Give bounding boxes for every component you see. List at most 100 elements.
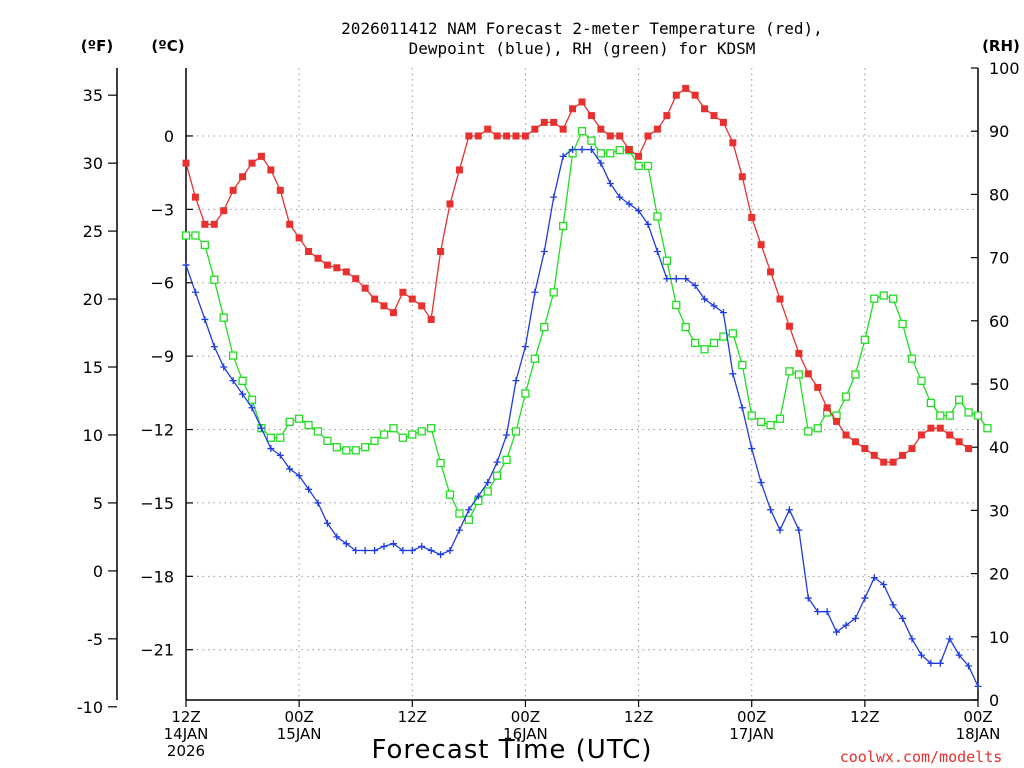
temperature-point xyxy=(210,220,218,228)
x-tick-label: 00Z xyxy=(737,708,766,726)
dewpoint-point xyxy=(267,445,275,453)
temperature-point xyxy=(380,302,388,310)
dewpoint-point xyxy=(323,519,331,527)
rh-point xyxy=(200,240,210,250)
dewpoint-point xyxy=(418,542,426,550)
dewpoint-point xyxy=(446,546,454,554)
dewpoint-point xyxy=(333,533,341,541)
rh-point xyxy=(728,329,738,338)
x-tick-label: 15JAN xyxy=(277,725,322,743)
dewpoint-point xyxy=(380,542,388,550)
rh-point xyxy=(455,509,464,518)
fahrenheit-tick-label: -5 xyxy=(87,630,103,649)
rh-point xyxy=(587,136,596,145)
rh-point xyxy=(785,367,794,376)
chart-title-line1: 2026011412 NAM Forecast 2-meter Temperat… xyxy=(341,19,823,38)
dewpoint-point xyxy=(220,363,228,371)
series-dewpoint xyxy=(182,146,982,690)
dewpoint-point xyxy=(795,526,803,534)
dewpoint-point xyxy=(314,499,322,507)
temperature-point xyxy=(653,125,661,133)
temperature-point xyxy=(616,132,624,140)
dewpoint-point xyxy=(663,275,671,283)
dewpoint-point xyxy=(974,682,982,690)
temperature-point xyxy=(267,166,275,174)
celsius-tick-label: −21 xyxy=(140,641,174,660)
rh-point xyxy=(285,417,294,427)
dewpoint-point xyxy=(635,207,643,215)
dewpoint-point xyxy=(691,281,699,289)
dewpoint-point xyxy=(625,200,633,208)
temperature-point xyxy=(663,112,671,120)
dewpoint-point xyxy=(371,546,379,554)
rh-point xyxy=(898,319,907,329)
dewpoint-point xyxy=(936,659,944,667)
temperature-point xyxy=(540,118,548,126)
dewpoint-point xyxy=(955,651,963,659)
dewpoint-point xyxy=(729,370,737,378)
dewpoint-point xyxy=(748,445,756,453)
rh-point xyxy=(747,411,756,420)
fahrenheit-tick-label: 10 xyxy=(83,426,103,445)
rh-point xyxy=(606,149,615,158)
x-tick-label: 12Z xyxy=(850,708,879,726)
celsius-tick-label: −18 xyxy=(140,567,174,586)
rh-point xyxy=(464,515,474,525)
dewpoint-point xyxy=(352,546,360,554)
temperature-point xyxy=(861,445,869,453)
rh-point xyxy=(398,433,408,442)
temperature-point xyxy=(851,438,859,446)
temperature-point xyxy=(371,295,379,303)
dewpoint-point xyxy=(474,492,482,500)
temperature-point xyxy=(804,370,812,378)
temperature-point xyxy=(276,186,284,194)
temperature-point xyxy=(767,268,775,276)
rh-point xyxy=(511,427,521,436)
x-tick-label: 00Z xyxy=(963,708,992,726)
rh-point xyxy=(860,335,870,344)
dewpoint-point xyxy=(210,343,218,351)
temperature-point xyxy=(389,309,397,317)
x-tick-label: 14JAN xyxy=(164,725,209,743)
dewpoint-point xyxy=(814,608,822,616)
x-tick-label: 12Z xyxy=(624,708,653,726)
rh-point xyxy=(276,433,285,442)
dewpoint-point xyxy=(804,594,812,602)
dewpoint-point xyxy=(550,193,558,201)
dewpoint-point xyxy=(597,159,605,167)
temperature-point xyxy=(880,458,888,466)
temperature-point xyxy=(842,431,850,439)
celsius-tick-label: 0 xyxy=(164,127,174,146)
rh-point xyxy=(615,146,624,155)
rh-point xyxy=(954,395,964,404)
celsius-tick-label: −9 xyxy=(150,347,174,366)
fahrenheit-tick-label: 30 xyxy=(83,154,103,173)
temperature-point xyxy=(484,125,492,133)
temperature-point xyxy=(748,214,756,222)
rh-point xyxy=(653,212,662,221)
temperature-point xyxy=(587,112,595,120)
rh-point xyxy=(841,392,851,401)
dewpoint-point xyxy=(776,526,784,534)
temperature-point xyxy=(427,315,435,323)
fahrenheit-tick-label: 35 xyxy=(83,86,103,105)
dewpoint-point xyxy=(823,608,831,616)
rh-point xyxy=(540,322,549,332)
rh-point xyxy=(313,427,323,436)
rh-tick-label: 60 xyxy=(989,312,1009,331)
rh-point xyxy=(917,376,926,385)
dewpoint-point xyxy=(719,309,727,317)
temperature-point xyxy=(550,118,558,126)
dewpoint-point xyxy=(276,451,284,459)
dewpoint-point xyxy=(870,574,878,582)
fahrenheit-tick-label: 15 xyxy=(83,358,103,377)
rh-point xyxy=(436,458,445,468)
x-tick-label: 12Z xyxy=(398,708,427,726)
rh-point xyxy=(690,338,700,348)
rh-point xyxy=(775,414,785,423)
rh-point xyxy=(502,455,511,464)
temperature-point xyxy=(305,247,313,255)
dewpoint-point xyxy=(861,594,869,602)
rh-point xyxy=(483,487,492,496)
